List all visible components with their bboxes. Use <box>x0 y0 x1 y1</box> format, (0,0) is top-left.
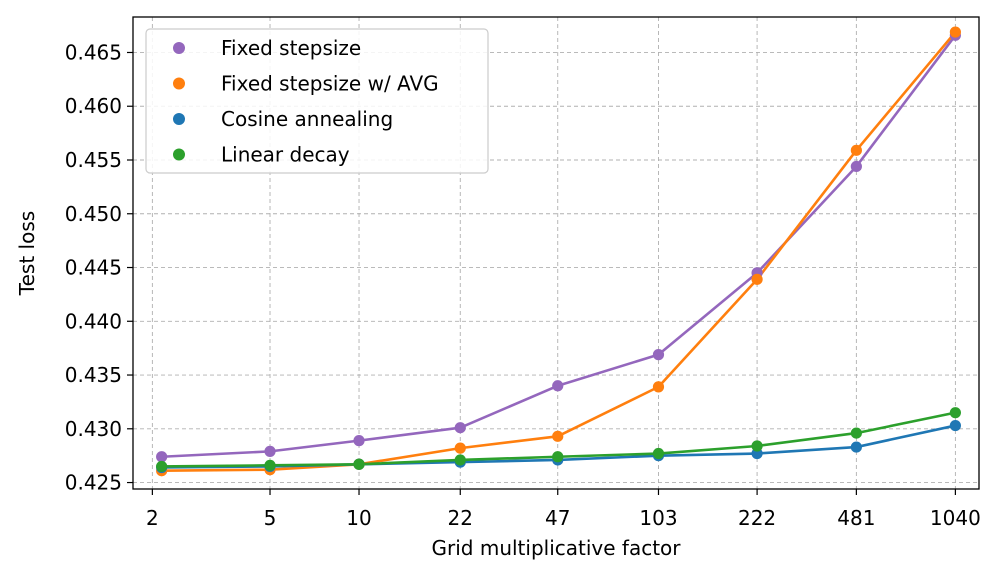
data-point-fixed-stepsize <box>353 435 365 447</box>
y-tick-label: 0.465 <box>65 40 122 64</box>
x-tick-label: 2 <box>146 506 159 530</box>
data-point-linear-decay <box>949 407 961 419</box>
data-point-fixed-stepsize <box>850 160 862 173</box>
y-tick-label: 0.460 <box>65 94 122 118</box>
series-points <box>156 26 961 477</box>
data-point-linear-decay <box>264 459 276 471</box>
legend-marker <box>173 77 185 90</box>
data-point-fixed-stepsize <box>552 380 564 392</box>
data-point-linear-decay <box>652 447 665 460</box>
y-tick-label: 0.455 <box>65 148 122 172</box>
x-tick-label: 22 <box>448 506 473 530</box>
x-axis-label: Grid multiplicative factor <box>432 536 682 560</box>
data-point-cosine-annealing <box>949 419 961 432</box>
legend-box <box>145 28 489 174</box>
data-point-fixed-stepsize-w-avg <box>751 273 763 285</box>
legend-label: Linear decay <box>221 143 350 167</box>
legend-label: Cosine annealing <box>221 107 393 131</box>
data-point-fixed-stepsize-w-avg <box>949 26 961 38</box>
plot-frame <box>132 16 980 490</box>
x-axis-ticks: 2 5 10 22 47 103 222 481 1040 <box>146 489 981 530</box>
legend: Fixed stepsize Fixed stepsize w/ AVG Cosin… <box>145 28 489 174</box>
data-point-fixed-stepsize <box>264 445 276 457</box>
y-axis-ticks: 0.425 0.430 0.435 0.440 0.445 0.450 0.455 0.460… <box>65 40 133 495</box>
x-tick-label: 10 <box>346 506 371 530</box>
data-point-fixed-stepsize <box>652 349 665 361</box>
data-point-linear-decay <box>751 440 763 452</box>
y-tick-label: 0.440 <box>65 309 122 333</box>
legend-label: Fixed stepsize <box>221 36 361 60</box>
data-point-fixed-stepsize-w-avg <box>552 430 564 442</box>
y-axis-label: Test loss <box>15 211 39 296</box>
data-point-cosine-annealing <box>850 441 862 453</box>
y-tick-label: 0.425 <box>65 471 122 495</box>
legend-marker <box>173 113 185 125</box>
data-point-linear-decay <box>552 451 564 463</box>
legend-marker <box>173 148 185 161</box>
legend-marker <box>173 42 185 54</box>
data-point-fixed-stepsize <box>156 451 168 463</box>
x-tick-label: 1040 <box>930 506 981 530</box>
legend-label: Fixed stepsize w/ AVG <box>221 72 439 96</box>
data-point-linear-decay <box>850 427 862 439</box>
data-point-fixed-stepsize-w-avg <box>850 144 862 156</box>
y-tick-label: 0.430 <box>65 417 122 441</box>
data-point-fixed-stepsize-w-avg <box>454 442 466 454</box>
y-tick-label: 0.435 <box>65 363 122 387</box>
data-point-linear-decay <box>353 458 365 470</box>
y-tick-label: 0.450 <box>65 202 122 226</box>
data-point-fixed-stepsize <box>454 422 466 434</box>
data-point-fixed-stepsize-w-avg <box>652 381 665 393</box>
x-tick-label: 47 <box>545 506 570 530</box>
x-tick-label: 5 <box>264 506 277 530</box>
data-point-linear-decay <box>454 454 466 466</box>
x-tick-label: 481 <box>837 506 875 530</box>
y-tick-label: 0.445 <box>65 256 122 280</box>
x-tick-label: 222 <box>738 506 776 530</box>
data-point-linear-decay <box>156 460 168 473</box>
x-tick-label: 103 <box>639 506 677 530</box>
